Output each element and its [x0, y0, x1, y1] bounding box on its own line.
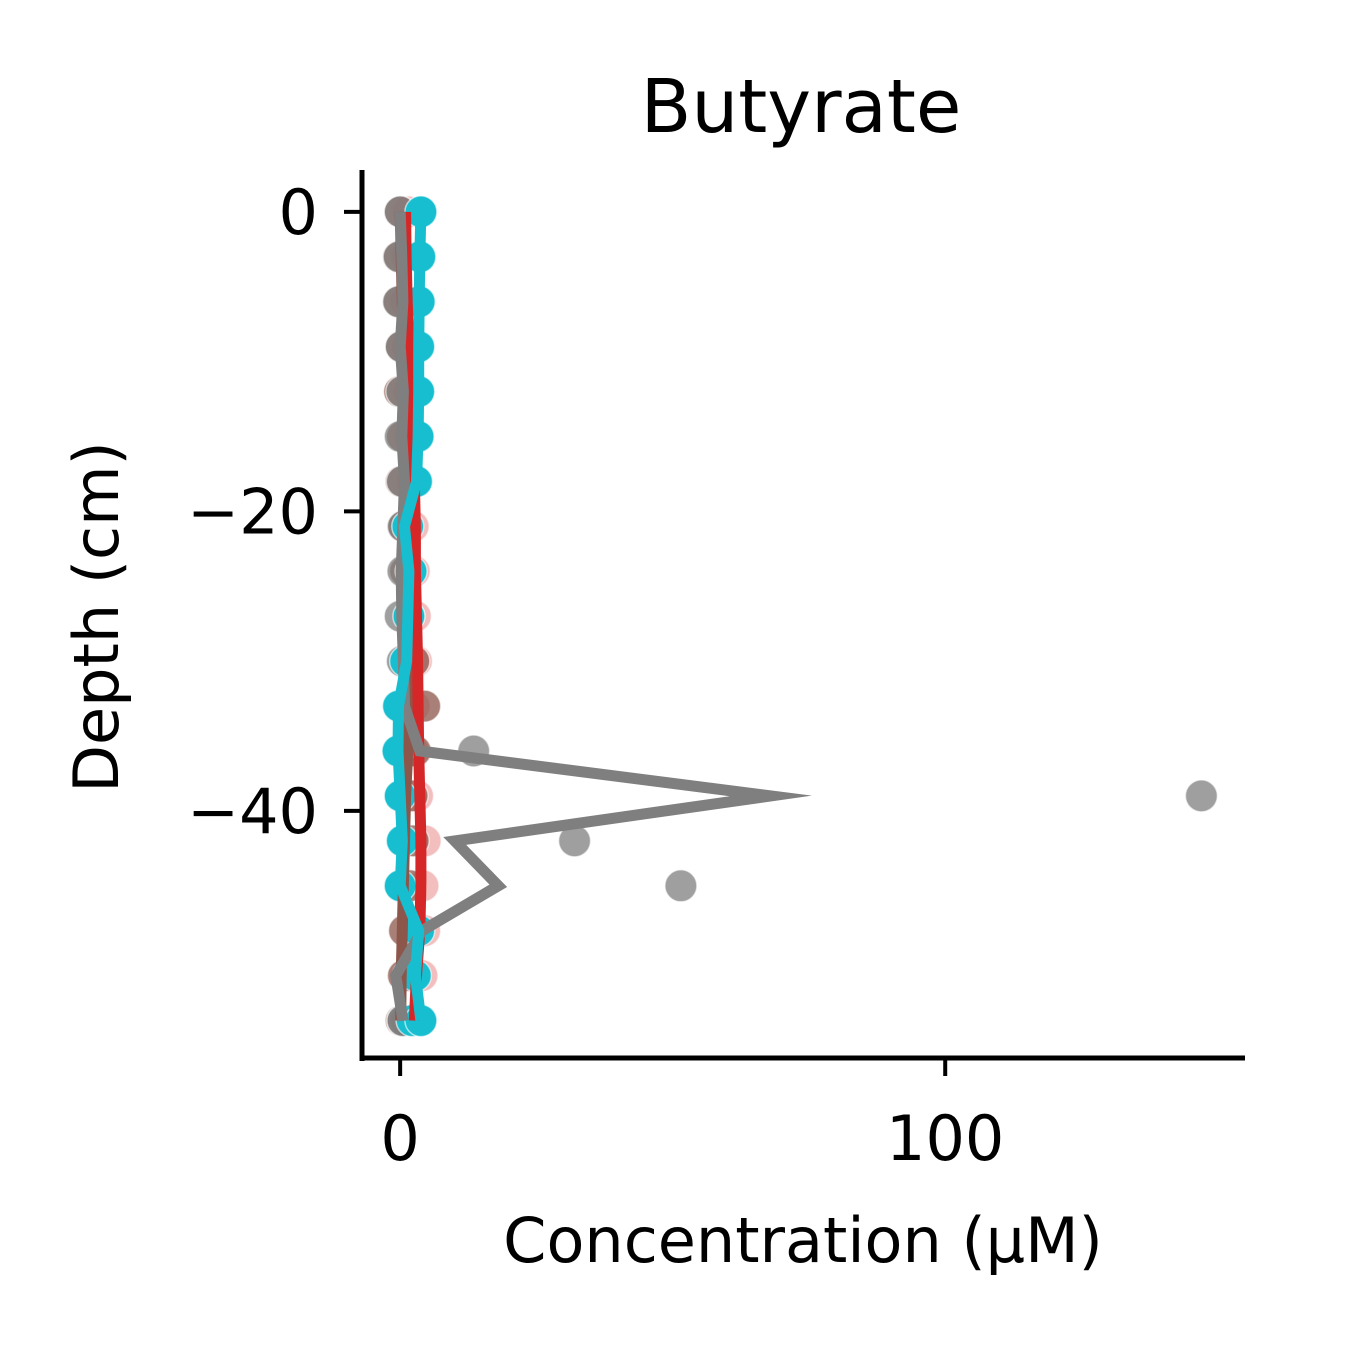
- y-tick-label: 0: [279, 176, 318, 249]
- x-tick-label: 0: [380, 1102, 419, 1175]
- lines-layer: [390, 211, 812, 1022]
- chart-title: Butyrate: [641, 64, 962, 150]
- series-line: [400, 211, 427, 1021]
- y-axis-label: Depth (cm): [60, 441, 133, 792]
- x-axis-label: Concentration (μM): [503, 1204, 1103, 1277]
- data-point: [664, 869, 698, 903]
- y-tick-label: −20: [187, 475, 318, 548]
- ticks-layer: 0 100 0 −20 −40: [187, 176, 1004, 1175]
- y-tick-label: −40: [187, 775, 318, 848]
- series-line: [392, 211, 427, 1022]
- x-tick-label: 100: [886, 1102, 1004, 1175]
- points-layer: [381, 195, 1219, 1038]
- series-line: [390, 211, 812, 1022]
- data-point: [1184, 779, 1219, 813]
